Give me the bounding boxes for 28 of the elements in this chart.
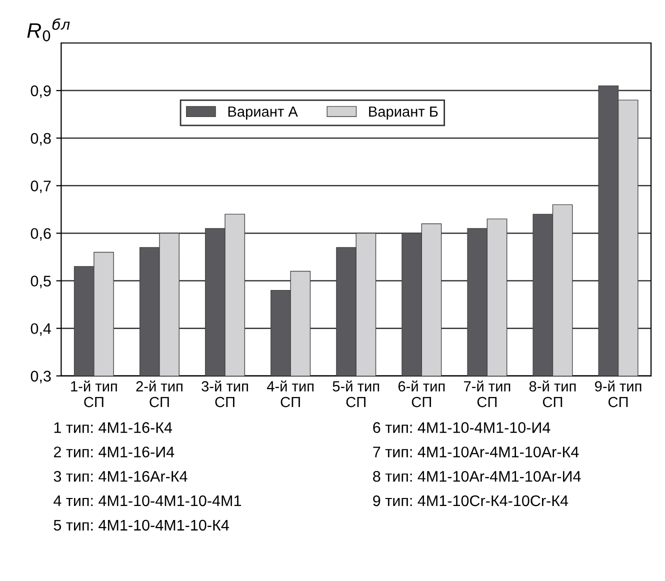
y-tick-label: 0,8 — [30, 132, 51, 146]
x-tick-label: 7-й тип СП — [464, 380, 510, 408]
x-tick-label: 8-й тип СП — [529, 380, 576, 408]
legend-label: Вариант А — [228, 106, 298, 120]
text: 1 тип: 4М1-16-К4 — [54, 422, 172, 433]
text: 3 тип: 4М1-16Ar-К4 — [54, 470, 188, 482]
text: 7 тип: 4М1-10Ar-4М1-10Ar-К4 — [373, 446, 579, 458]
y-tick-label: 0,4 — [30, 323, 52, 336]
x-tick-label: 2-й тип СП — [136, 380, 182, 408]
y-tick-label: 0,9 — [30, 85, 51, 98]
legend-label: Вариант Б — [369, 106, 438, 120]
text: 4 тип: 4М1-10-4М1-10-4М1 — [54, 495, 241, 506]
y-tick-label: 0,7 — [30, 180, 51, 194]
y-axis-title: R$_{0}$$^{бл}$ — [27, 18, 70, 42]
text: 2 тип: 4М1-16-И4 — [54, 446, 174, 458]
text: 8 тип: 4М1-10Ar-4М1-10Ar-И4 — [373, 470, 581, 482]
text: 9 тип: 4М1-10Cr-К4-10Cr-К4 — [373, 495, 568, 506]
y-tick-label: 0,5 — [30, 276, 51, 288]
x-tick-label: 1-й тип СП — [71, 380, 117, 408]
y-tick-label: 0,3 — [30, 370, 51, 384]
x-tick-label: 5-й тип СП — [332, 380, 380, 408]
y-tick-label: 0,6 — [30, 228, 51, 241]
x-tick-label: 4-й тип СП — [266, 380, 314, 408]
x-tick-label: 9-й тип СП — [595, 380, 642, 408]
x-tick-label: 3-й тип СП — [202, 380, 248, 408]
text: 6 тип: 4М1-10-4М1-10-И4 — [373, 422, 550, 433]
text: 5 тип: 4М1-10-4М1-10-К4 — [54, 520, 229, 531]
x-tick-label: 6-й тип СП — [398, 380, 445, 408]
